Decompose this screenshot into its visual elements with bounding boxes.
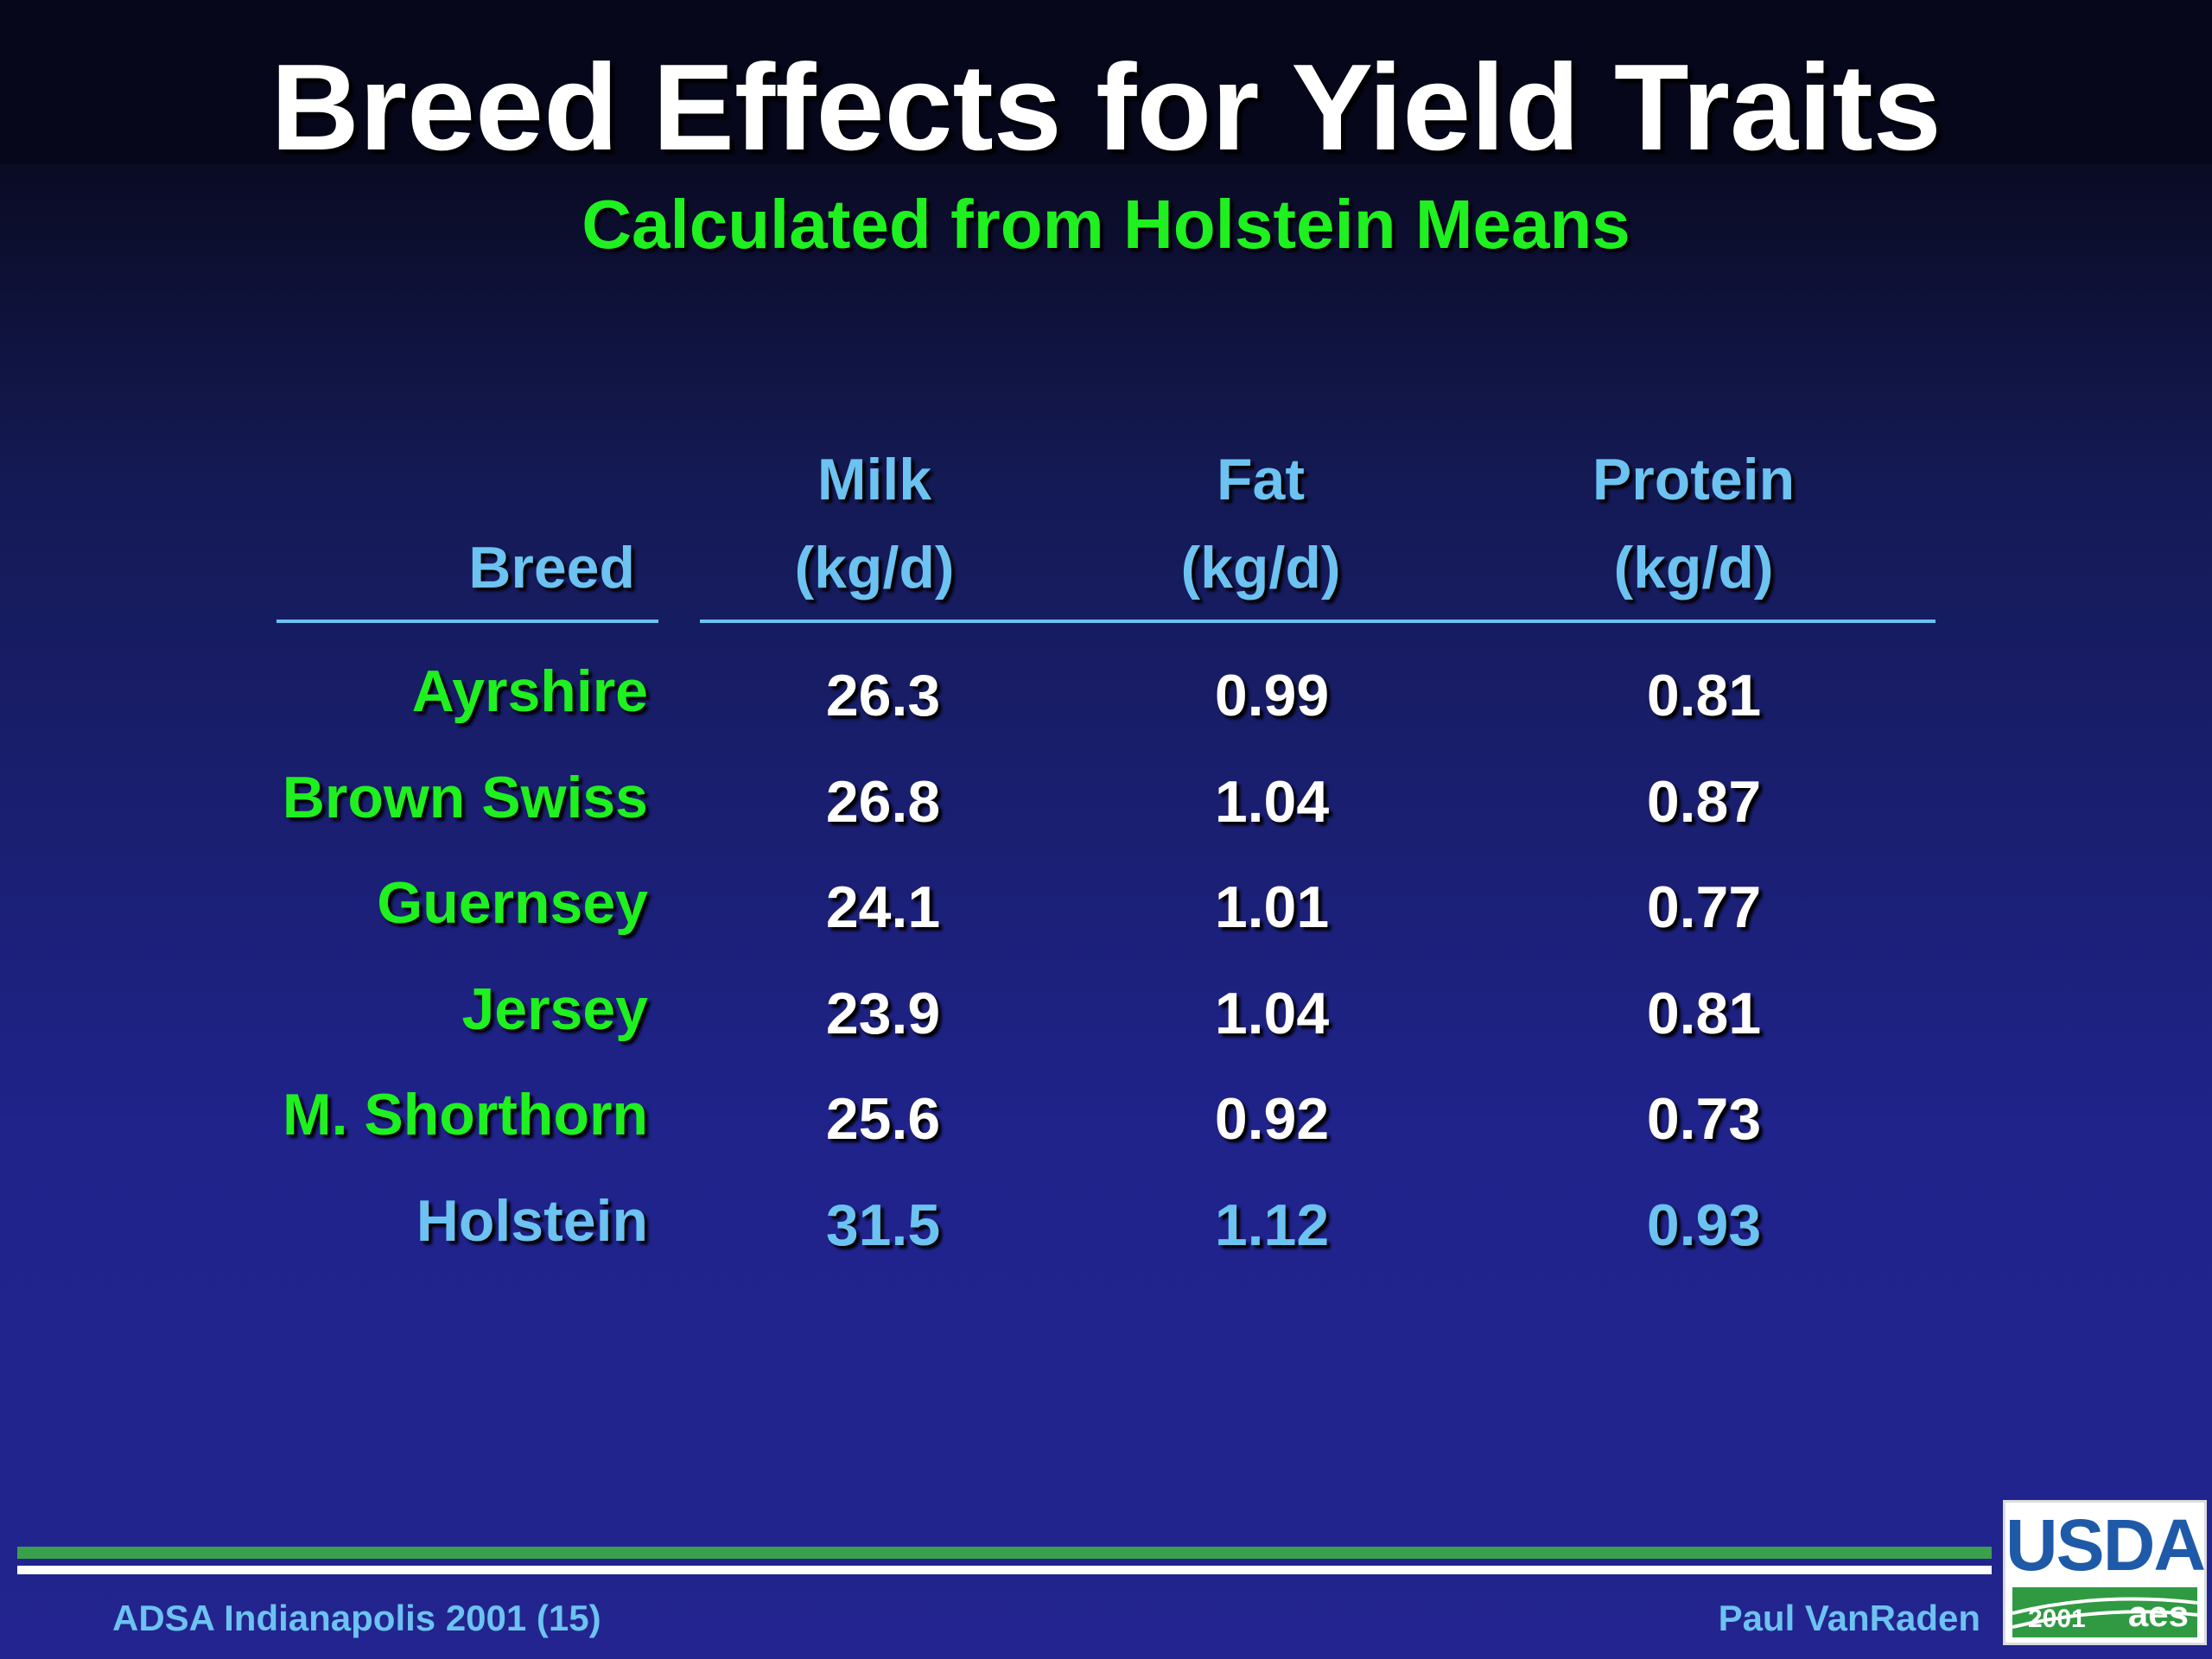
row-protein-brown-swiss: 0.87 [1646, 769, 1762, 835]
row-fat-m-shorthorn: 0.92 [1214, 1086, 1330, 1152]
row-milk-holstein: 31.5 [825, 1192, 941, 1258]
header-milk: Milk [817, 447, 932, 512]
row-fat-brown-swiss: 1.04 [1214, 769, 1330, 835]
aes-mark-icon: aes [2127, 1593, 2189, 1634]
row-milk-jersey: 23.9 [825, 981, 941, 1046]
row-protein-m-shorthorn: 0.73 [1646, 1086, 1762, 1152]
header-breed: Breed [468, 535, 635, 601]
logo-field-lines-icon [2012, 1597, 2197, 1629]
header-fat: Fat [1217, 447, 1305, 512]
row-fat-ayrshire: 0.99 [1214, 663, 1330, 728]
footer-white-line [17, 1566, 1992, 1574]
header-milk-unit: (kg/d) [794, 535, 955, 601]
header-fat-unit: (kg/d) [1180, 535, 1341, 601]
row-fat-guernsey: 1.01 [1214, 874, 1330, 940]
row-protein-jersey: 0.81 [1646, 981, 1762, 1046]
header-rule-breed [276, 620, 658, 623]
row-milk-brown-swiss: 26.8 [825, 769, 941, 835]
row-breed-guernsey: Guernsey [377, 870, 648, 936]
row-breed-brown-swiss: Brown Swiss [282, 765, 648, 830]
header-protein-unit: (kg/d) [1613, 535, 1774, 601]
row-fat-jersey: 1.04 [1214, 981, 1330, 1046]
row-protein-ayrshire: 0.81 [1646, 663, 1762, 728]
usda-logo-text: USDA [2005, 1504, 2206, 1586]
row-milk-ayrshire: 26.3 [825, 663, 941, 728]
row-breed-m-shorthorn: M. Shorthorn [282, 1082, 648, 1147]
row-milk-m-shorthorn: 25.6 [825, 1086, 941, 1152]
usda-logo: USDA 2001 aes [2003, 1500, 2207, 1645]
slide-title: Breed Effects for Yield Traits [270, 39, 1942, 176]
usda-logo-green-field: 2001 aes [2012, 1587, 2197, 1637]
usda-logo-year: 2001 [2028, 1605, 2086, 1633]
header-rule-values [700, 620, 1936, 623]
footer-conference: ADSA Indianapolis 2001 (15) [112, 1598, 601, 1638]
slide-subtitle: Calculated from Holstein Means [582, 186, 1630, 263]
title-band [0, 0, 2212, 164]
header-protein: Protein [1592, 447, 1796, 512]
row-breed-holstein: Holstein [416, 1188, 648, 1254]
footer-author: Paul VanRaden [1718, 1598, 1980, 1638]
row-protein-holstein: 0.93 [1646, 1192, 1762, 1258]
footer-green-line [17, 1547, 1992, 1559]
row-breed-jersey: Jersey [461, 976, 648, 1042]
row-breed-ayrshire: Ayrshire [411, 658, 648, 724]
row-protein-guernsey: 0.77 [1646, 874, 1762, 940]
row-fat-holstein: 1.12 [1214, 1192, 1330, 1258]
row-milk-guernsey: 24.1 [825, 874, 941, 940]
